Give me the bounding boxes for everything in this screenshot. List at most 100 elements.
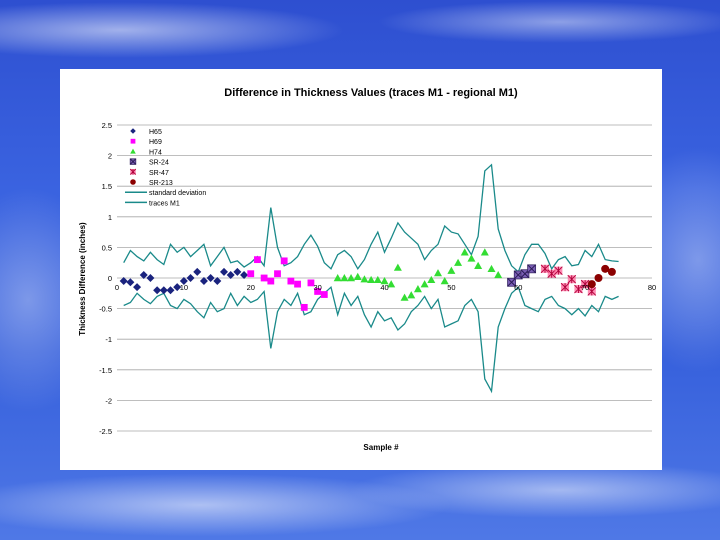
legend-label: H74 [149, 149, 162, 156]
data-point-h74 [347, 274, 356, 282]
data-point-h69 [300, 303, 308, 311]
data-point-h69 [247, 270, 255, 278]
y-tick-label: -1 [105, 335, 112, 344]
legend-label: standard deviation [149, 190, 206, 197]
data-point-h65 [220, 267, 228, 276]
legend-item: SR-47 [129, 168, 169, 177]
data-point-h65 [233, 267, 242, 276]
legend-item: standard deviation [125, 190, 206, 197]
gridlines [117, 124, 652, 432]
data-point-h74 [427, 275, 436, 284]
data-point-h65 [226, 270, 235, 279]
data-point-sr-47 [540, 264, 550, 274]
data-point-sr-47 [554, 266, 563, 275]
legend-label: traces M1 [149, 200, 180, 207]
legend-item: SR-213 [130, 179, 173, 187]
data-point-h74 [467, 254, 476, 262]
data-point-h69 [280, 257, 288, 265]
legend-label: H65 [149, 129, 162, 136]
y-tick-label: -2.5 [99, 427, 112, 436]
data-point-sr-24 [507, 277, 516, 287]
data-point-h69 [314, 288, 322, 295]
legend-label: SR-213 [149, 180, 173, 187]
data-point-h74 [440, 277, 449, 285]
data-point-sr-213 [607, 267, 616, 276]
thickness-difference-chart: Difference in Thickness Values (traces M… [60, 69, 662, 470]
chart-title: Difference in Thickness Values (traces M… [224, 87, 518, 99]
data-point-sr-213 [587, 280, 596, 289]
data-point-h74 [360, 275, 369, 283]
data-point-sr-47 [560, 282, 570, 292]
data-point-h65 [173, 283, 182, 292]
data-point-h74 [420, 280, 429, 288]
data-point-h74 [367, 275, 376, 284]
data-point-h74 [487, 264, 496, 273]
data-point-h74 [373, 275, 382, 284]
data-point-h69 [254, 256, 261, 264]
data-point-h65 [240, 270, 249, 279]
data-point-sr-47 [580, 279, 590, 289]
chart-panel: Difference in Thickness Values (traces M… [60, 69, 662, 470]
y-tick-label: 1.5 [102, 182, 112, 191]
data-point-h74 [474, 261, 483, 269]
x-tick-label: 30 [313, 283, 321, 292]
x-tick-label: 50 [447, 283, 455, 292]
data-point-h65 [153, 286, 162, 295]
x-tick-label: 10 [180, 283, 188, 292]
data-point-h74 [387, 280, 396, 288]
series-line-traces-m1 [123, 285, 619, 394]
data-point-h74 [494, 270, 503, 279]
data-point-h65 [139, 270, 148, 279]
data-point-sr-24 [520, 269, 530, 279]
data-point-h65 [133, 283, 142, 292]
data-point-h65 [166, 286, 175, 295]
data-point-h74 [407, 291, 416, 299]
data-point-h74 [413, 285, 422, 293]
y-tick-label: 2 [108, 152, 112, 161]
data-point-h69 [274, 270, 281, 278]
y-tick-label: 0 [108, 274, 112, 283]
data-point-h65 [159, 286, 168, 295]
data-point-h65 [213, 277, 222, 286]
legend-item: H65 [130, 128, 162, 136]
x-tick-label: 0 [115, 283, 119, 292]
legend-item: H69 [130, 138, 162, 146]
data-point-h74 [460, 248, 469, 256]
data-point-h74 [454, 258, 463, 266]
legend-label: H69 [149, 139, 162, 146]
data-point-h74 [333, 274, 342, 282]
data-point-h74 [380, 277, 389, 285]
x-tick-label: 40 [380, 283, 388, 292]
data-point-h69 [260, 274, 268, 282]
axis-ticks: 2.5 2 1.5 1 0.5 0 -0.5 -1 -1.5 -2 -2.5 0 10 20 30 40 50 6… [99, 121, 656, 436]
x-tick-label: 60 [514, 283, 522, 292]
legend-item: traces M1 [125, 200, 180, 207]
data-point-h65 [206, 274, 215, 282]
data-point-sr-24 [527, 264, 537, 274]
data-point-h74 [340, 274, 349, 282]
x-axis-label: Sample # [363, 443, 399, 452]
data-point-h69 [307, 279, 315, 287]
x-tick-label: 20 [247, 283, 255, 292]
data-point-h74 [393, 263, 402, 271]
x-tick-label: 70 [581, 283, 589, 292]
legend-label: SR-24 [149, 160, 169, 167]
y-tick-label: -0.5 [99, 305, 112, 314]
data-point-h65 [179, 277, 188, 286]
x-tick-label: 80 [648, 283, 656, 292]
data-point-h65 [146, 274, 155, 282]
legend-item: H74 [130, 148, 162, 156]
legend: H65 H69 H74 SR-24 SR-47 SR-213 standard deviat… [125, 128, 206, 207]
data-point-h69 [287, 277, 295, 285]
line-series [123, 163, 619, 394]
legend-item: SR-24 [129, 158, 169, 167]
y-tick-label: 1 [108, 213, 112, 222]
data-point-sr-213 [601, 264, 610, 273]
data-point-h65 [199, 277, 208, 286]
data-point-h65 [186, 274, 195, 282]
data-point-h69 [294, 280, 301, 288]
y-axis-label: Thickness Difference (inches) [78, 222, 87, 336]
data-point-h74 [434, 269, 442, 277]
data-point-h74 [447, 266, 456, 274]
data-point-sr-47 [567, 274, 577, 284]
